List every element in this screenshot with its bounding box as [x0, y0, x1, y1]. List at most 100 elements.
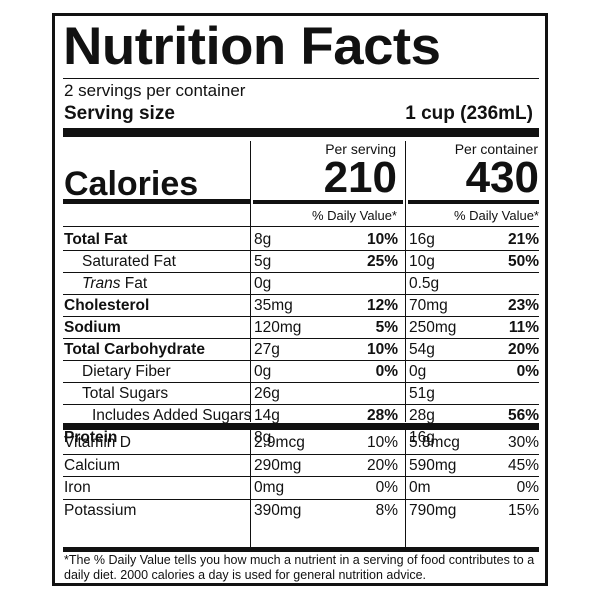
container-daily-value: 23%	[507, 297, 539, 314]
serving-amount: 14g	[254, 407, 280, 424]
vitamin-serving-daily-value: 0%	[375, 479, 398, 496]
nutrient-name-text: Dietary Fiber	[82, 363, 171, 380]
nutrient-name: Includes Added Sugars	[92, 408, 251, 424]
row-divider	[63, 250, 539, 251]
vitamin-container-amount: 590mg	[409, 456, 457, 474]
nutrient-name-text: Includes Added Sugars	[92, 407, 252, 424]
title-rule	[63, 78, 539, 79]
serving-amount: 0g	[254, 363, 272, 380]
container-amount: 0g	[409, 363, 427, 380]
calories-per-serving: 210	[323, 153, 397, 202]
vitamin-name: Iron	[64, 479, 91, 496]
serving-daily-value: 0%	[375, 363, 398, 380]
row-divider	[63, 338, 539, 339]
nutrition-facts-label: Nutrition Facts 2 servings per container…	[52, 13, 548, 586]
calories-rule-container	[408, 200, 539, 204]
row-divider	[63, 294, 539, 295]
vitamin-container-daily-value: 15%	[507, 501, 539, 519]
vitamin-serving-amount: 290mg	[254, 456, 302, 474]
vitamin-container-daily-value: 45%	[507, 456, 539, 474]
calories-rule-left	[63, 199, 250, 204]
per-container-header: Per container	[454, 141, 538, 157]
container-daily-value: 11%	[508, 319, 539, 336]
nutrient-name-text: Fat	[120, 275, 148, 292]
nutrient-name-text: Total Sugars	[82, 385, 169, 402]
serving-amount: 35mg	[254, 297, 293, 314]
column-divider-serving-vitamins	[250, 429, 251, 547]
daily-value-footnote: *The % Daily Value tells you how much a …	[64, 553, 535, 582]
serving-daily-value: 28%	[366, 407, 398, 424]
nutrient-name: Total Sugars	[82, 386, 168, 402]
column-divider-serving	[250, 141, 251, 422]
nutrient-name: Total Fat	[64, 232, 127, 248]
container-amount: 70mg	[409, 297, 448, 314]
serving-amount: 120mg	[254, 319, 302, 336]
nutrient-name-text: Sodium	[64, 319, 121, 336]
label-title: Nutrition Facts	[63, 17, 441, 76]
row-divider	[63, 272, 539, 273]
vitamin-row-divider	[63, 476, 539, 477]
nutrient-name-text: Saturated Fat	[82, 253, 176, 270]
serving-size-label: Serving size	[64, 103, 175, 124]
container-amount: 51g	[409, 385, 435, 402]
daily-value-header-container: % Daily Value*	[453, 208, 539, 223]
vitamin-serving-amount: 390mg	[254, 501, 302, 519]
container-amount: 10g	[409, 253, 435, 270]
thick-rule-protein	[63, 423, 539, 430]
container-daily-value: 20%	[507, 341, 539, 358]
vitamin-serving-amount: 2.9mcg	[254, 434, 305, 451]
row-divider	[63, 382, 539, 383]
container-amount: 54g	[409, 341, 435, 358]
dv-header-rule	[63, 226, 539, 227]
calories-label: Calories	[64, 165, 199, 203]
container-amount: 28g	[409, 407, 435, 424]
vitamin-container-daily-value: 30%	[507, 434, 539, 451]
nutrient-name-text: Total Fat	[64, 231, 128, 248]
column-divider-container	[405, 141, 406, 422]
container-amount: 250mg	[409, 319, 457, 336]
vitamin-container-amount: 0m	[409, 479, 431, 496]
thick-rule-top	[63, 128, 539, 137]
nutrient-name: Total Carbohydrate	[64, 342, 205, 358]
vitamin-name: Calcium	[64, 456, 120, 474]
serving-daily-value: 12%	[366, 297, 398, 314]
vitamin-container-amount: 5.8mcg	[409, 434, 460, 451]
serving-amount: 8g	[254, 429, 272, 446]
row-divider	[63, 360, 539, 361]
serving-size-value: 1 cup (236mL)	[405, 103, 533, 124]
container-daily-value: 56%	[507, 407, 539, 424]
nutrient-name: Cholesterol	[64, 298, 149, 314]
serving-daily-value: 10%	[366, 231, 398, 248]
container-daily-value: 21%	[507, 231, 539, 248]
thick-rule-bottom	[63, 547, 539, 552]
vitamin-name: Vitamin D	[64, 434, 131, 451]
serving-amount: 5g	[254, 253, 272, 270]
nutrient-name: Saturated Fat	[82, 254, 176, 270]
row-divider	[63, 404, 539, 405]
vitamin-serving-amount: 0mg	[254, 479, 285, 496]
serving-amount: 8g	[254, 231, 272, 248]
vitamin-container-daily-value: 0%	[516, 479, 539, 496]
vitamin-container-amount: 790mg	[409, 501, 457, 519]
nutrient-name: Protein	[64, 430, 117, 446]
column-divider-container-vitamins	[405, 429, 406, 547]
container-amount: 16g	[409, 429, 435, 446]
container-amount: 16g	[409, 231, 435, 248]
vitamin-serving-daily-value: 8%	[375, 501, 398, 519]
nutrient-name-text: Protein	[64, 429, 118, 446]
serving-daily-value: 5%	[375, 319, 398, 336]
nutrient-name-text: Total Carbohydrate	[64, 341, 205, 358]
nutrient-name: Dietary Fiber	[82, 364, 171, 380]
serving-amount: 26g	[254, 385, 280, 402]
nutrient-name-italic: Trans	[82, 275, 121, 292]
row-divider	[63, 316, 539, 317]
calories-per-container: 430	[465, 153, 539, 202]
serving-amount: 0g	[254, 275, 272, 292]
container-daily-value: 50%	[507, 253, 539, 270]
nutrient-name: Trans Fat	[82, 276, 147, 292]
nutrient-name: Sodium	[64, 320, 121, 336]
vitamin-row-divider	[63, 498, 539, 500]
container-amount: 0.5g	[409, 275, 440, 292]
vitamin-name: Potassium	[64, 501, 137, 519]
calories-rule-serving	[253, 200, 403, 204]
